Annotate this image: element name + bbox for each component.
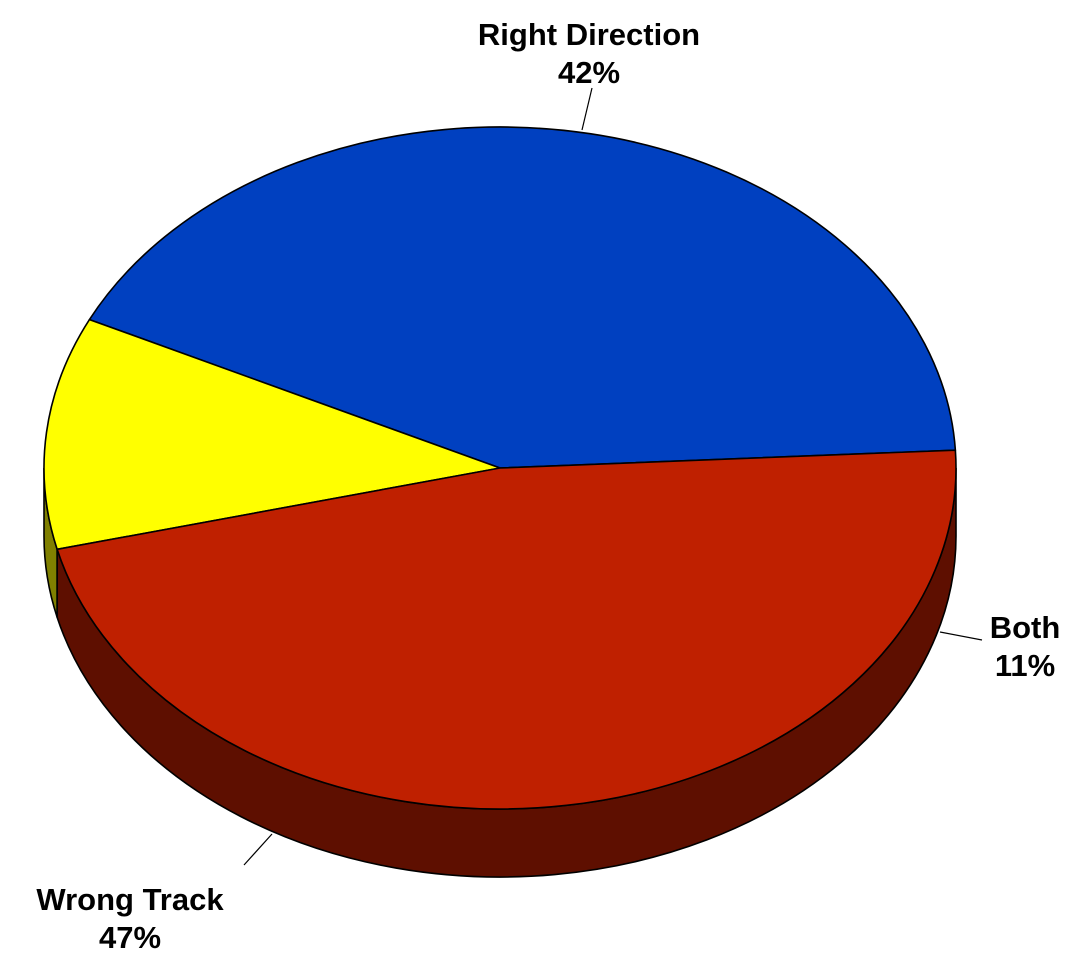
slice-value-label-wrong-track: 47%	[99, 920, 161, 953]
leader-line-both	[939, 631, 983, 641]
leader-line-right-direction	[581, 87, 593, 131]
slice-label-both: Both	[990, 610, 1061, 645]
slice-label-wrong-track: Wrong Track	[36, 882, 224, 917]
pie-slice-wrong-track	[56, 449, 957, 810]
leader-line-wrong-track	[243, 833, 273, 866]
pie-slice-both	[43, 318, 501, 551]
slice-label-right-direction: Right Direction	[478, 17, 700, 52]
pie-slice-right-direction	[88, 126, 957, 469]
slice-value-label-right-direction: 42%	[558, 55, 620, 90]
slice-value-label-both: 11%	[995, 648, 1055, 683]
pie-tops	[43, 126, 957, 810]
